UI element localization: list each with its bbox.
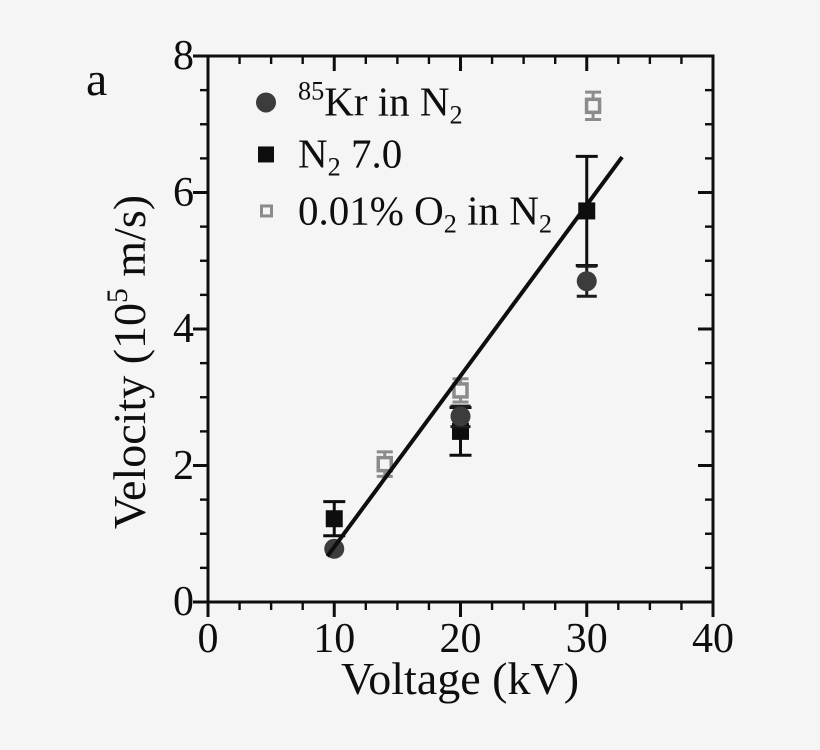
x-tick-label: 20 <box>439 616 482 662</box>
text-segment: 2 <box>538 209 553 239</box>
fit-line <box>325 155 624 558</box>
text-segment: m/s) <box>104 194 155 289</box>
text-segment: Kr in N <box>324 78 450 125</box>
text-segment: 85 <box>298 76 325 106</box>
data-point-square <box>578 202 596 220</box>
data-point-circle <box>576 271 597 292</box>
legend-label: 0.01% O2 in N2 <box>298 187 552 238</box>
open-square-icon <box>259 204 273 218</box>
y-tick-label: 0 <box>173 579 194 625</box>
data-point-circle <box>450 406 471 427</box>
x-tick-label: 40 <box>692 616 734 662</box>
y-tick-label: 2 <box>173 442 194 489</box>
legend-item: 0.01% O2 in N2 <box>250 187 552 238</box>
y-tick-label: 4 <box>173 306 194 352</box>
text-segment: N <box>298 130 328 177</box>
text-segment: 2 <box>327 152 341 182</box>
data-point-open-square <box>376 455 393 473</box>
text-segment: 5 <box>102 288 135 303</box>
text-segment: in N <box>456 187 539 234</box>
legend-marker-box <box>250 146 282 162</box>
y-tick-label: 6 <box>173 169 194 216</box>
text-segment: 2 <box>443 209 457 239</box>
filled-square-icon <box>258 146 274 162</box>
text-segment: 7.0 <box>340 130 403 177</box>
x-tick-label: 10 <box>313 616 356 662</box>
y-tick-label: 8 <box>173 33 194 79</box>
legend-marker-box <box>250 92 282 112</box>
text-segment: Velocity (10 <box>104 302 155 530</box>
filled-circle-icon <box>256 92 276 112</box>
legend-item: 85Kr in N2 <box>250 76 463 129</box>
text-segment: 2 <box>449 100 463 130</box>
data-point-square <box>325 510 343 528</box>
data-point-open-square <box>452 382 469 399</box>
data-point-open-square <box>584 97 602 115</box>
x-tick-label: 30 <box>565 616 608 662</box>
x-tick-label: 0 <box>197 616 219 662</box>
text-segment: 0.01% O <box>298 187 444 234</box>
legend-marker-box <box>250 204 282 218</box>
x-axis-label: Voltage (kV) <box>340 653 580 704</box>
legend-label: N2 7.0 <box>298 130 403 181</box>
legend-item: N2 7.0 <box>250 130 403 181</box>
panel-label: a <box>86 53 108 106</box>
y-axis-label: Velocity (105 m/s) <box>102 194 155 530</box>
legend-label: 85Kr in N2 <box>298 76 463 129</box>
